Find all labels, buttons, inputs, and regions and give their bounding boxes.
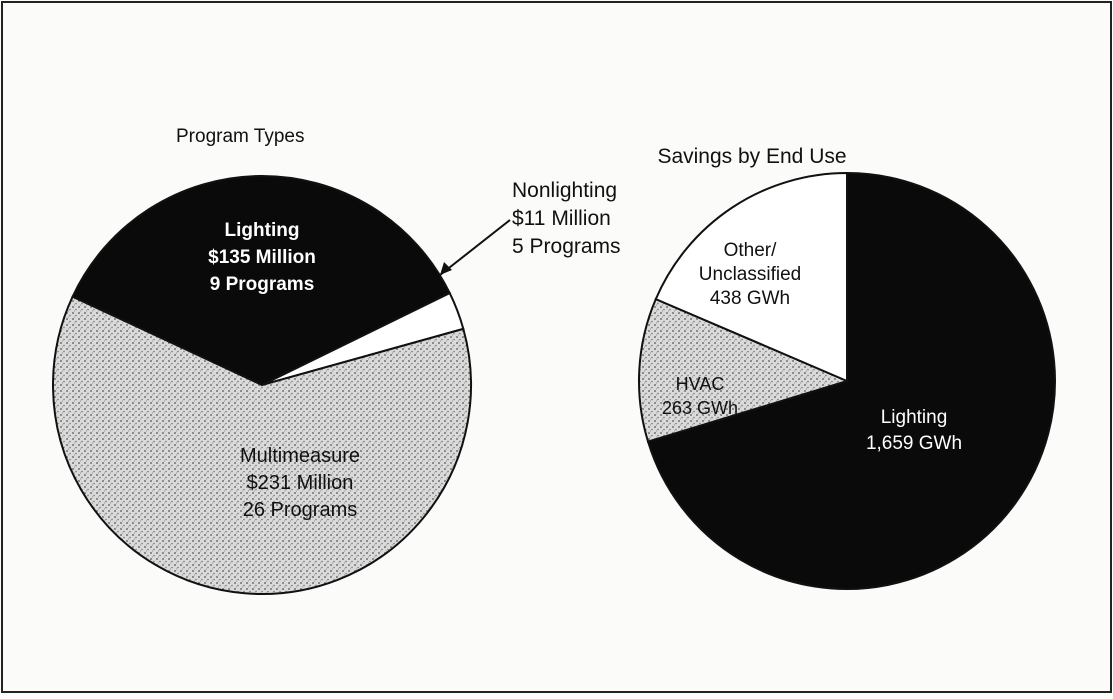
pie-program-types: Lighting $135 Million 9 Programs Multimeasu… bbox=[52, 175, 621, 595]
callout-arrow-line bbox=[439, 219, 511, 276]
slice-label-other-unclassified: Other/Unclassified 438 GWh bbox=[699, 240, 801, 309]
pie-slice-multimeasure bbox=[52, 295, 472, 595]
pie-slice-lighting bbox=[71, 175, 452, 387]
callout-label-line: $11 Million bbox=[512, 207, 611, 230]
slice-label-line: 9 Programs bbox=[210, 274, 315, 295]
slice-label-line: Lighting bbox=[225, 220, 300, 241]
callout-label-line: Nonlighting bbox=[512, 179, 617, 202]
slice-label-line: Multimeasure bbox=[240, 445, 360, 467]
callout-label-line: 5 Programs bbox=[512, 235, 621, 258]
slice-label-line: 26 Programs bbox=[243, 499, 358, 521]
slice-label-line: 1,659 GWh bbox=[866, 433, 962, 454]
slice-label-multimeasure: Multimeasure $231 Million 26 Programs bbox=[240, 445, 360, 521]
slice-label-lighting: Lighting $135 Million 9 Programs bbox=[208, 220, 316, 295]
slice-label-line: HVAC bbox=[676, 374, 725, 394]
slice-label-line: Unclassified bbox=[699, 264, 801, 285]
callout-arrowhead bbox=[440, 262, 452, 275]
slice-label-lighting: Lighting 1,659 GWh bbox=[866, 407, 962, 454]
chart-title-program-types: Program Types bbox=[176, 126, 304, 147]
pie-slice-hvac bbox=[638, 297, 850, 443]
pie-slice-other-unclassified bbox=[654, 171, 848, 383]
slice-label-hvac: HVAC 263 GWh bbox=[662, 374, 738, 418]
slice-label-line: Other/ bbox=[724, 240, 778, 261]
slice-label-line: 263 GWh bbox=[662, 398, 738, 418]
callout-label-nonlighting: Nonlighting $11 Million 5 Programs bbox=[512, 179, 621, 258]
slice-label-line: 438 GWh bbox=[710, 288, 790, 309]
slice-label-line: $231 Million bbox=[247, 472, 354, 494]
pie-slice-lighting bbox=[646, 171, 1056, 590]
slice-label-line: Lighting bbox=[881, 407, 948, 428]
slice-label-line: $135 Million bbox=[208, 247, 316, 268]
pie-savings-by-end-use: Lighting 1,659 GWh HVAC 263 GWh Other/Unclas… bbox=[638, 171, 1056, 590]
chart-title-savings-by-end-use: Savings by End Use bbox=[657, 145, 846, 168]
